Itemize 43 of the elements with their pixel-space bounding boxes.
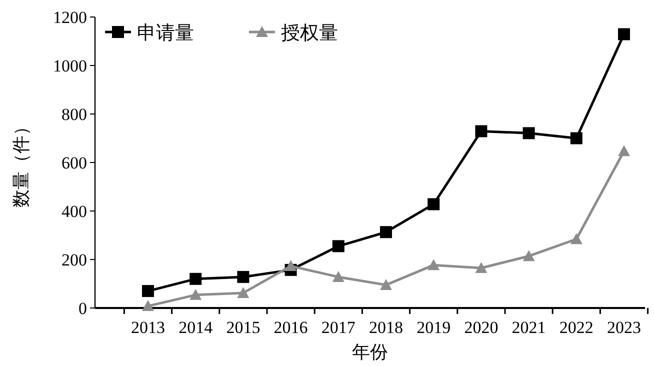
point xyxy=(475,262,488,273)
point xyxy=(332,240,344,252)
point xyxy=(570,233,582,244)
point xyxy=(237,270,250,283)
x-tick-label: 2018 xyxy=(369,318,403,337)
point xyxy=(332,270,344,282)
y-tick-label: 600 xyxy=(62,154,87,172)
point xyxy=(142,285,154,298)
point xyxy=(522,127,535,140)
y-tick-label: 400 xyxy=(62,202,87,221)
point xyxy=(570,132,582,144)
point xyxy=(475,125,488,138)
x-tick-label: 2021 xyxy=(512,318,546,337)
x-tick-label: 2014 xyxy=(178,318,214,337)
x-axis-title: 年份 xyxy=(352,342,388,362)
point xyxy=(380,226,392,238)
y-tick-label: 1000 xyxy=(53,56,87,76)
point xyxy=(618,28,630,40)
point xyxy=(428,259,440,270)
y-tick-label: 1200 xyxy=(53,8,87,27)
point xyxy=(618,145,630,156)
point xyxy=(237,286,250,298)
legend-label: 申请量 xyxy=(137,22,194,44)
point xyxy=(380,278,392,290)
legend-label: 授权量 xyxy=(281,22,338,44)
y-tick-label: 200 xyxy=(62,250,87,270)
point xyxy=(428,198,440,210)
x-tick-label: 2013 xyxy=(131,318,165,337)
point xyxy=(190,272,202,285)
x-tick-label: 2022 xyxy=(559,318,594,337)
point xyxy=(190,288,202,300)
x-tick-label: 2019 xyxy=(416,318,451,337)
point xyxy=(284,260,297,272)
x-tick-label: 2020 xyxy=(464,318,498,337)
y-tick-label: 800 xyxy=(62,105,87,124)
x-tick-label: 2015 xyxy=(226,318,260,337)
point xyxy=(142,300,154,312)
y-axis-title: 数量（件） xyxy=(11,118,31,208)
x-tick-label: 2017 xyxy=(321,318,356,337)
x-tick-label: 2023 xyxy=(607,318,641,337)
point xyxy=(522,250,535,262)
x-tick-label: 2016 xyxy=(274,318,308,337)
y-tick-label: 0 xyxy=(78,299,87,318)
